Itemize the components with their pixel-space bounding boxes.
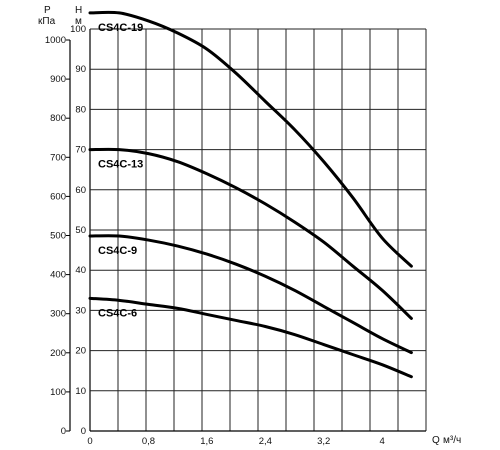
chart-curves <box>88 10 413 379</box>
right-axis-ticks: 0 10 20 30 40 50 60 70 80 90 100 <box>70 24 86 437</box>
left-axis-tick-label: 100 <box>50 387 66 398</box>
series-curve-cs4c-6 <box>88 296 413 379</box>
left-axis-tick-label: 500 <box>50 231 66 242</box>
left-axis-ticks: 0 100 200 300 400 500 600 700 800 900 1000 <box>45 35 71 437</box>
x-axis-ticks: 0 0,8 1,6 2,4 3,2 4 <box>87 436 384 447</box>
right-axis-tick-label: 0 <box>81 426 86 437</box>
right-axis-tick-label: 50 <box>75 225 86 236</box>
x-axis-tick-label: 0,8 <box>142 436 155 447</box>
right-axis-tick-label: 80 <box>75 104 86 115</box>
series-label-cs4c-13: CS4C-13 <box>98 159 143 171</box>
x-axis-title: Q <box>432 435 440 446</box>
left-axis-tick-label: 800 <box>50 113 66 124</box>
series-label-cs4c-19: CS4C-19 <box>98 22 143 34</box>
right-axis-title: H <box>75 5 82 16</box>
right-axis-unit: м <box>75 16 82 27</box>
left-axis-tick-label: 900 <box>50 74 66 85</box>
left-axis-tick-label: 1000 <box>45 35 66 46</box>
chart-grid <box>89 28 427 432</box>
left-axis-tick-label: 200 <box>50 348 66 359</box>
series-curve-cs4c-9 <box>88 234 413 355</box>
series-label-cs4c-9: CS4C-9 <box>98 245 137 257</box>
left-axis-unit: кПа <box>38 16 56 27</box>
left-axis-tick-label: 300 <box>50 309 66 320</box>
right-axis-tick-label: 40 <box>75 265 86 276</box>
x-axis-tick-label: 1,6 <box>200 436 213 447</box>
right-axis-tick-label: 60 <box>75 185 86 196</box>
left-axis-tick-label: 0 <box>61 426 66 437</box>
x-axis-tick-label: 2,4 <box>259 436 272 447</box>
series-label-cs4c-6: CS4C-6 <box>98 307 137 319</box>
right-axis-tick-label: 100 <box>70 24 86 35</box>
x-axis-unit: м³/ч <box>443 435 461 446</box>
x-axis-tick-label: 4 <box>380 436 385 447</box>
x-axis-tick-label: 0 <box>87 436 92 447</box>
right-axis-tick-label: 70 <box>75 145 86 156</box>
right-axis-tick-label: 30 <box>75 305 86 316</box>
x-axis-tick-label: 3,2 <box>317 436 330 447</box>
right-axis-tick-label: 90 <box>75 64 86 75</box>
left-axis-tick-label: 400 <box>50 270 66 281</box>
series-curve-cs4c-13 <box>88 147 413 320</box>
left-axis-tick-label: 700 <box>50 152 66 163</box>
left-axis-title: P <box>44 5 51 16</box>
left-axis-tick-label: 600 <box>50 191 66 202</box>
series-labels: CS4C-19 CS4C-13 CS4C-9 CS4C-6 <box>98 22 143 319</box>
series-curve-cs4c-19 <box>88 10 413 268</box>
right-axis-tick-label: 20 <box>75 346 86 357</box>
right-axis-tick-label: 10 <box>75 386 86 397</box>
